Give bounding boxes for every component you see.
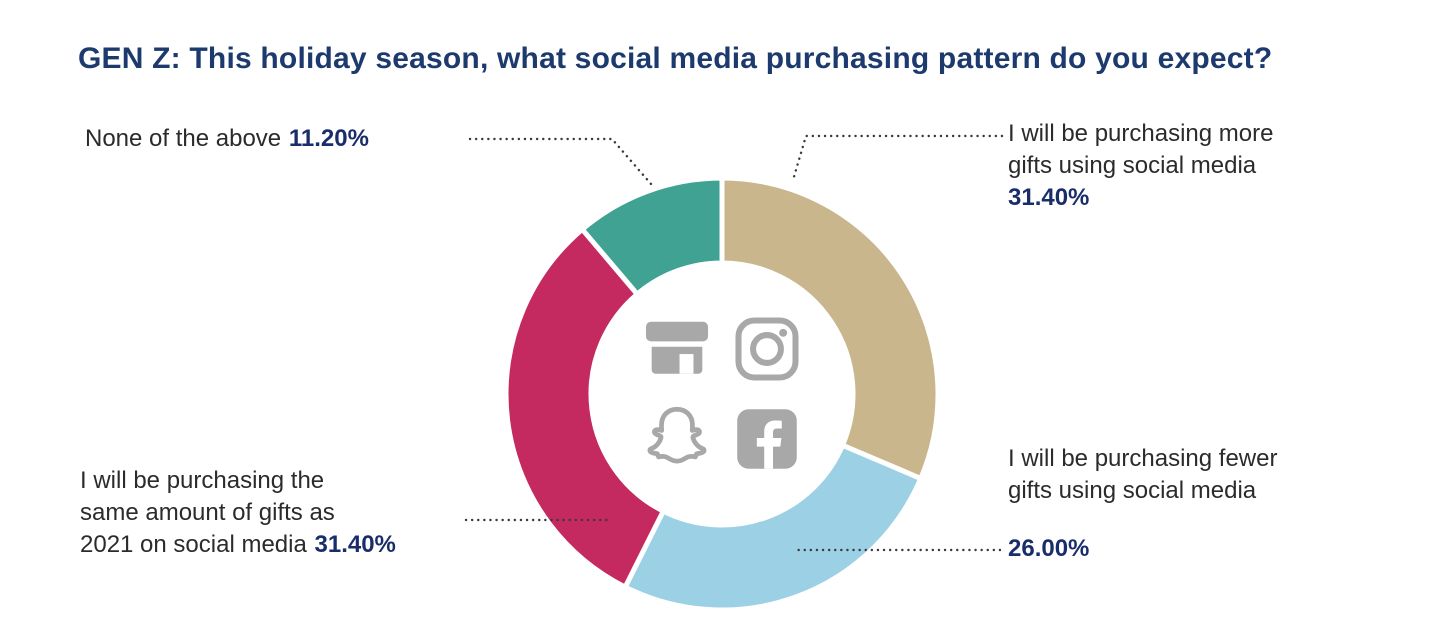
label-more-pct: 31.40% [1008, 184, 1090, 211]
donut-slices [503, 175, 941, 613]
leader-line-none [468, 137, 653, 186]
label-fewer-line2: gifts using social media [1008, 477, 1257, 504]
label-none: None of the above 11.20% [85, 123, 369, 155]
label-fewer: I will be purchasing fewer gifts using s… [1008, 443, 1277, 565]
label-more-line2: gifts using social media [1008, 152, 1257, 179]
donut-slice-1 [622, 442, 924, 613]
snapchat-icon [647, 406, 707, 464]
label-none-text: None of the above [85, 125, 282, 152]
label-fewer-line1: I will be purchasing fewer [1008, 445, 1278, 472]
page-title: GEN Z: This holiday season, what social … [78, 42, 1273, 75]
storefront-icon [645, 321, 709, 374]
label-same-line1: I will be purchasing the [80, 467, 325, 494]
label-same-pct: 31.40% [314, 531, 396, 558]
label-none-pct: 11.20% [288, 125, 369, 152]
label-more-line1: I will be purchasing more [1008, 120, 1274, 147]
leader-line-more [791, 134, 1004, 182]
label-more: I will be purchasing more gifts using so… [1008, 118, 1273, 214]
facebook-icon [737, 409, 797, 469]
label-same-line2: same amount of gifts as [80, 499, 335, 526]
donut-slice-0 [719, 175, 941, 482]
instagram-icon [735, 317, 799, 381]
label-same: I will be purchasing the same amount of … [80, 465, 396, 561]
label-same-line3: 2021 on social media [80, 531, 307, 558]
label-fewer-pct: 26.00% [1008, 535, 1090, 562]
social-icons-grid [639, 311, 805, 477]
donut-slice-2 [503, 226, 666, 590]
donut-slice-3 [579, 175, 725, 297]
